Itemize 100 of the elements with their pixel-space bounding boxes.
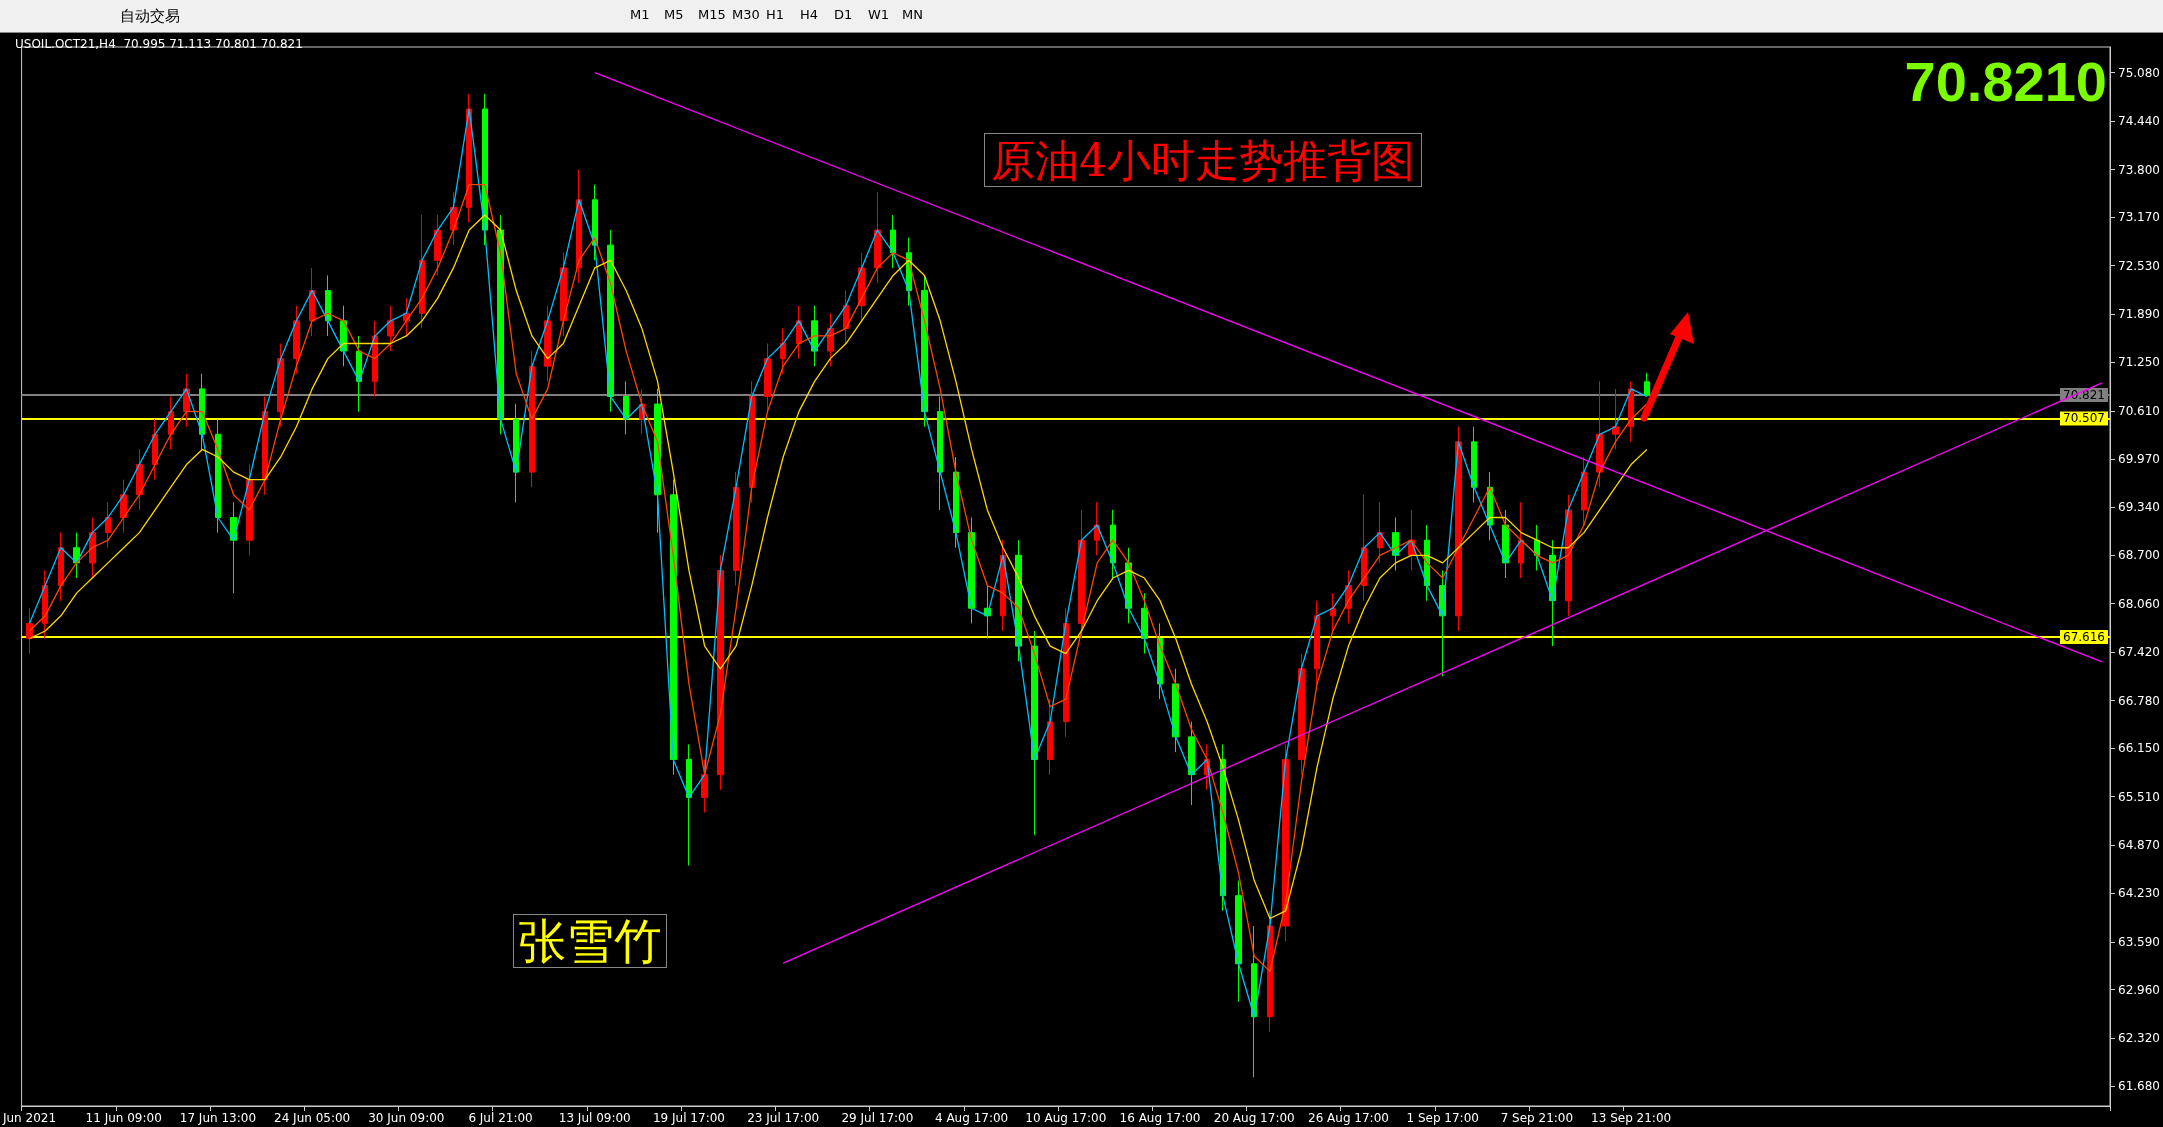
y-tick-label: 62.320 — [2118, 1030, 2161, 1045]
candlestick — [953, 456, 959, 549]
annotation: 70.8210 — [1904, 49, 2108, 113]
text: MN — [902, 7, 923, 22]
text: H1 — [766, 7, 785, 22]
candlestick — [1596, 380, 1603, 488]
candlestick — [827, 312, 834, 367]
candlestick — [1330, 592, 1336, 632]
candlestick — [1235, 880, 1242, 1003]
candlestick — [105, 501, 111, 549]
candlestick — [1251, 925, 1257, 1078]
x-tick-label: 17 Jun 13:00 — [179, 1111, 257, 1125]
text: H4 — [800, 7, 819, 22]
candlestick — [529, 350, 535, 488]
candlestick — [749, 380, 755, 503]
candlestick — [419, 214, 425, 329]
candlestick — [1455, 426, 1462, 632]
candlestick — [356, 335, 362, 413]
x-tick-label: Jun 2021 — [1, 1111, 57, 1125]
y-tick-label: 68.060 — [2118, 596, 2161, 611]
y-tick-label: 71.250 — [2118, 355, 2161, 370]
candlestick — [246, 464, 253, 556]
x-tick-label: 26 Aug 17:00 — [1308, 1111, 1389, 1125]
annotation: 张雪竹 — [518, 913, 662, 969]
candlestick — [544, 305, 551, 382]
candlestick — [701, 759, 708, 814]
candlestick — [780, 327, 786, 375]
text: D1 — [834, 7, 853, 22]
candlestick — [1612, 388, 1619, 450]
x-tick-label: 6 Jul 21:00 — [468, 1111, 533, 1125]
x-tick-label: 29 Jul 17:00 — [841, 1111, 914, 1125]
y-tick-label: 72.530 — [2118, 258, 2161, 273]
annotation: 原油4小时走势推背图 — [991, 134, 1415, 186]
y-tick-label: 63.590 — [2118, 934, 2161, 949]
y-tick-label: 71.890 — [2118, 307, 2161, 322]
candlestick — [215, 418, 221, 534]
x-tick-label: 20 Aug 17:00 — [1213, 1111, 1295, 1125]
candlestick — [1518, 501, 1524, 579]
candlestick — [560, 252, 567, 337]
candlestick — [1172, 668, 1179, 753]
candlestick — [1078, 509, 1085, 640]
candlestick — [1188, 721, 1195, 806]
candlestick — [843, 290, 849, 345]
y-tick-label: 66.780 — [2118, 693, 2161, 708]
candlestick — [576, 169, 582, 284]
candlestick — [1534, 524, 1540, 571]
candlestick — [717, 554, 724, 791]
y-tick-label: 62.960 — [2118, 982, 2161, 997]
y-tick-label: 65.510 — [2118, 789, 2161, 804]
candlestick — [1063, 607, 1069, 738]
candlestick — [42, 569, 48, 640]
candlestick — [1047, 698, 1053, 776]
x-tick-label: 13 Jul 09:00 — [558, 1111, 631, 1125]
candlestick — [670, 479, 677, 776]
y-tick-label: 73.170 — [2118, 210, 2161, 225]
candlestick — [1110, 509, 1116, 579]
candlestick — [168, 395, 174, 450]
candlestick — [277, 343, 284, 428]
y-tick-label: 75.080 — [2118, 65, 2161, 80]
candlestick — [592, 184, 598, 261]
text: 自动交易 — [120, 7, 180, 26]
candlestick — [136, 448, 143, 511]
x-tick-label: 13 Sep 21:00 — [1591, 1111, 1672, 1125]
y-tick-label: 67.420 — [2118, 645, 2161, 660]
candlestick — [968, 517, 975, 624]
candlestick — [874, 191, 881, 284]
ref-line-label: 67.616 — [2063, 630, 2106, 645]
y-tick-label: 69.970 — [2118, 452, 2161, 467]
candlestick — [1141, 592, 1148, 655]
x-tick-label: 10 Aug 17:00 — [1025, 1111, 1107, 1125]
text: M5 — [664, 7, 684, 22]
text: M30 — [732, 7, 760, 22]
candlestick — [623, 380, 629, 435]
candlestick — [890, 214, 896, 269]
text: M1 — [630, 7, 650, 22]
candlestick — [152, 418, 158, 481]
candlestick — [1471, 426, 1477, 503]
candlestick — [434, 214, 441, 276]
candlestick — [1581, 456, 1587, 526]
candlestick — [1267, 910, 1273, 1033]
x-tick-label: 7 Sep 21:00 — [1500, 1111, 1574, 1125]
candlestick — [1314, 600, 1320, 685]
y-tick-label: 61.680 — [2118, 1079, 2161, 1094]
candlestick — [1031, 630, 1038, 836]
candlestick — [686, 743, 692, 866]
candlestick — [325, 274, 331, 337]
candlestick — [58, 532, 64, 602]
candlestick — [607, 229, 614, 413]
y-tick-label: 64.870 — [2118, 838, 2161, 853]
chart-title: USOIL.OCT21,H4 70.995 71.113 70.801 70.821 — [15, 37, 303, 51]
x-tick-label: 30 Jun 09:00 — [368, 1111, 445, 1125]
y-tick-label: 68.700 — [2118, 548, 2161, 563]
x-tick-label: 23 Jul 17:00 — [747, 1111, 820, 1125]
candlestick — [372, 320, 378, 397]
y-tick-label: 69.340 — [2118, 499, 2161, 514]
y-tick-label: 73.800 — [2118, 162, 2161, 177]
candlestick — [309, 267, 315, 337]
y-tick-label: 64.230 — [2118, 886, 2161, 901]
y-tick-label: 74.440 — [2118, 114, 2161, 129]
candlestick — [1565, 494, 1572, 617]
